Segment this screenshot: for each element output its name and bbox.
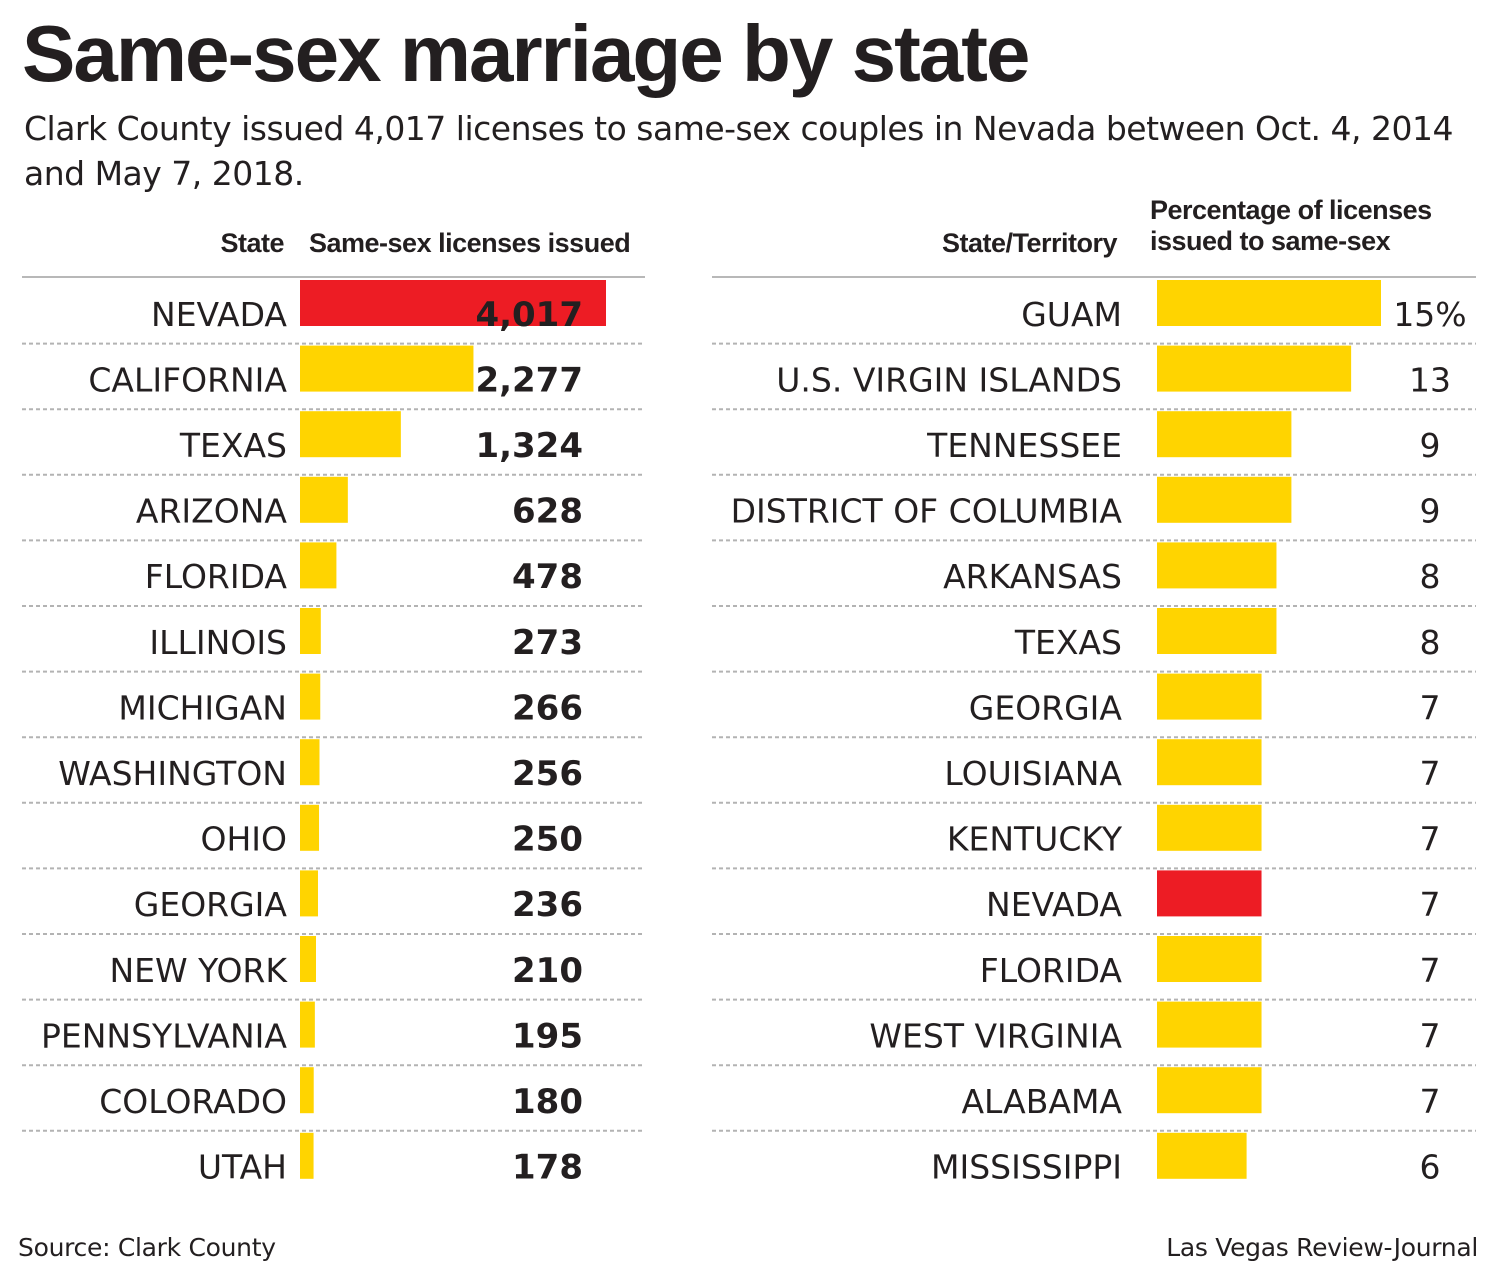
category-label-1-7: LOUISIANA xyxy=(944,754,1122,793)
category-label-1-1: U.S. VIRGIN ISLANDS xyxy=(776,360,1122,399)
bar-0-7 xyxy=(300,739,320,786)
value-label-1-13: 6 xyxy=(1420,1148,1441,1187)
category-label-1-4: ARKANSAS xyxy=(943,557,1122,596)
chart-subtitle: Clark County issued 4,017 licenses to sa… xyxy=(24,109,1454,193)
category-label-1-12: ALABAMA xyxy=(961,1082,1122,1121)
value-label-0-12: 180 xyxy=(512,1082,583,1122)
source-note: Source: Clark County xyxy=(18,1233,276,1262)
bar-1-12 xyxy=(1157,1067,1262,1114)
publisher-credit: Las Vegas Review-Journal xyxy=(1166,1233,1478,1262)
bar-0-4 xyxy=(300,542,337,589)
bar-1-3 xyxy=(1157,476,1292,523)
bar-0-1 xyxy=(300,345,474,392)
right-value-header-line2: issued to same-sex xyxy=(1150,226,1391,256)
value-label-0-11: 195 xyxy=(512,1016,583,1056)
bar-0-12 xyxy=(300,1067,314,1114)
value-label-0-13: 178 xyxy=(512,1148,583,1188)
bar-1-0 xyxy=(1157,280,1381,326)
category-label-0-2: TEXAS xyxy=(179,426,287,465)
left-header-rule xyxy=(22,276,645,278)
value-label-1-5: 8 xyxy=(1420,623,1441,662)
bar-0-5 xyxy=(300,608,321,654)
value-label-0-4: 478 xyxy=(512,557,583,597)
category-label-0-12: COLORADO xyxy=(99,1082,287,1121)
bar-1-8 xyxy=(1157,804,1262,851)
right-header-rule xyxy=(712,276,1476,278)
category-label-0-1: CALIFORNIA xyxy=(88,360,287,399)
bar-0-0 xyxy=(300,280,606,326)
category-label-0-7: WASHINGTON xyxy=(58,754,287,793)
bar-0-3 xyxy=(300,476,348,523)
bar-1-1 xyxy=(1157,345,1352,392)
value-label-0-0: 4,017 xyxy=(475,295,583,335)
category-label-1-2: TENNESSEE xyxy=(926,426,1122,465)
category-label-1-3: DISTRICT OF COLUMBIA xyxy=(731,492,1123,531)
category-label-0-10: NEW YORK xyxy=(109,951,288,990)
bar-0-10 xyxy=(300,936,316,982)
category-label-0-5: ILLINOIS xyxy=(149,623,287,662)
value-label-0-1: 2,277 xyxy=(475,360,583,400)
category-label-0-0: NEVADA xyxy=(151,295,287,334)
category-label-0-8: OHIO xyxy=(201,820,288,859)
category-label-0-9: GEORGIA xyxy=(134,885,288,924)
bar-0-2 xyxy=(300,411,401,458)
value-label-0-2: 1,324 xyxy=(475,426,583,466)
bar-1-5 xyxy=(1157,608,1277,654)
right-bar-chart: GUAM 15% U.S. VIRGIN ISLANDS 13 TENNESSEE 9 DI… xyxy=(712,280,1476,1187)
category-label-0-4: FLORIDA xyxy=(145,557,288,596)
category-label-1-10: FLORIDA xyxy=(980,951,1123,990)
value-label-1-8: 7 xyxy=(1420,820,1441,859)
category-label-1-9: NEVADA xyxy=(986,885,1122,924)
category-label-0-6: MICHIGAN xyxy=(118,688,287,727)
value-label-1-10: 7 xyxy=(1420,951,1441,990)
bar-0-11 xyxy=(300,1001,315,1048)
category-label-1-11: WEST VIRGINIA xyxy=(869,1016,1122,1055)
left-value-header: Same-sex licenses issued xyxy=(309,228,631,258)
right-category-header: State/Territory xyxy=(941,228,1118,258)
bar-1-10 xyxy=(1157,936,1262,982)
category-label-1-6: GEORGIA xyxy=(969,688,1123,727)
category-label-1-0: GUAM xyxy=(1021,295,1122,334)
value-label-0-6: 266 xyxy=(512,688,583,728)
value-label-1-2: 9 xyxy=(1420,426,1441,465)
bar-1-9 xyxy=(1157,870,1262,917)
value-label-1-12: 7 xyxy=(1420,1082,1441,1121)
value-label-0-7: 256 xyxy=(512,754,583,794)
value-label-1-0: 15% xyxy=(1393,295,1466,334)
bar-0-13 xyxy=(300,1132,314,1179)
value-label-0-5: 273 xyxy=(512,623,583,663)
value-label-1-4: 8 xyxy=(1420,557,1441,596)
bar-0-9 xyxy=(300,870,318,917)
value-label-1-6: 7 xyxy=(1420,688,1441,727)
bar-1-4 xyxy=(1157,542,1277,589)
right-value-header-line1: Percentage of licenses xyxy=(1150,195,1432,225)
category-label-1-5: TEXAS xyxy=(1014,623,1122,662)
value-label-0-3: 628 xyxy=(512,492,583,532)
bar-1-13 xyxy=(1157,1132,1247,1179)
category-label-1-13: MISSISSIPPI xyxy=(931,1148,1122,1187)
category-label-1-8: KENTUCKY xyxy=(947,820,1123,859)
value-label-1-11: 7 xyxy=(1420,1016,1441,1055)
category-label-0-13: UTAH xyxy=(198,1148,287,1187)
left-bar-chart: NEVADA 4,017 CALIFORNIA 2,277 TEXAS 1,324 ARIZ… xyxy=(22,280,645,1188)
value-label-1-7: 7 xyxy=(1420,754,1441,793)
bar-0-8 xyxy=(300,804,320,851)
category-label-0-3: ARIZONA xyxy=(136,492,288,531)
bar-0-6 xyxy=(300,673,321,720)
value-label-0-10: 210 xyxy=(512,951,583,991)
bar-1-6 xyxy=(1157,673,1262,720)
value-label-0-9: 236 xyxy=(512,885,583,925)
bar-1-2 xyxy=(1157,411,1292,458)
left-category-header: State xyxy=(220,228,284,258)
value-label-1-9: 7 xyxy=(1420,885,1441,924)
bar-1-7 xyxy=(1157,739,1262,786)
value-label-0-8: 250 xyxy=(512,820,583,860)
value-label-1-3: 9 xyxy=(1420,492,1441,531)
value-label-1-1: 13 xyxy=(1409,360,1451,399)
bar-1-11 xyxy=(1157,1001,1262,1048)
category-label-0-11: PENNSYLVANIA xyxy=(41,1016,287,1055)
chart-title: Same-sex marriage by state xyxy=(22,9,1030,98)
